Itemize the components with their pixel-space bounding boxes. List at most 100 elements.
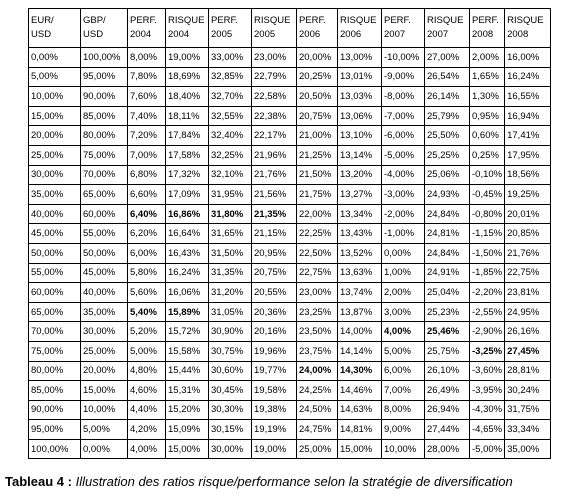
table-cell: 13,10% — [337, 125, 382, 146]
table-cell: 5,60% — [127, 282, 166, 303]
table-cell: 85,00% — [28, 380, 81, 401]
table-cell: 26,14% — [424, 86, 470, 107]
header-cell: GBP/USD — [80, 8, 128, 48]
table-cell: 22,75% — [504, 262, 552, 284]
table-cell: 33,34% — [504, 419, 552, 440]
table-cell: 24,93% — [424, 184, 470, 205]
table-cell: 10,00% — [28, 86, 81, 107]
header-text: 2007 — [384, 29, 406, 40]
table-cell: 32,40% — [208, 125, 252, 146]
table-cell: 1,00% — [381, 262, 425, 284]
table-cell: 6,40% — [127, 203, 166, 225]
header-cell: RISQUE 2005 — [251, 8, 297, 48]
table-cell: 5,00% — [381, 340, 425, 362]
table-cell: 100,00% — [28, 438, 81, 460]
header-text: RISQUE — [427, 15, 464, 26]
table-row: 65,00% 35,00% 5,40% 15,89% 31,05% 20,36% 23,25… — [28, 301, 552, 323]
table-cell: 16,00% — [504, 47, 552, 68]
table-cell: 22,25% — [296, 223, 338, 244]
header-cell: PERF. 2004 — [127, 8, 166, 48]
header-text: 2007 — [427, 29, 449, 40]
table-cell: 15,20% — [165, 399, 209, 421]
table-cell: 30,00% — [208, 438, 252, 460]
table-cell: 20,16% — [251, 321, 297, 342]
table-cell: 27,00% — [424, 47, 470, 68]
table-cell: -0,45% — [468, 184, 506, 205]
table-cell: -9,00% — [381, 66, 425, 88]
table-cell: -8,00% — [381, 86, 425, 107]
table-cell: 25,04% — [424, 282, 470, 303]
table-cell: 21,00% — [296, 125, 338, 146]
table-cell: 24,75% — [296, 419, 338, 440]
table-cell: 13,01% — [337, 66, 382, 88]
table-cell: 13,34% — [337, 203, 382, 225]
table-cell: 13,52% — [337, 242, 382, 264]
table-cell: 20,36% — [251, 301, 297, 323]
table-cell: -3,25% — [468, 340, 506, 362]
table-cell: 13,27% — [337, 184, 382, 205]
table-cell: 5,80% — [127, 262, 166, 284]
table-cell: 21,75% — [296, 184, 338, 205]
table-cell: 25,00% — [28, 144, 81, 166]
table-cell: 2,00% — [381, 282, 425, 303]
table-cell: 20,50% — [296, 86, 338, 107]
table-cell: 95,00% — [80, 66, 128, 88]
table-cell: 24,81% — [424, 223, 470, 244]
table-cell: 23,00% — [296, 282, 338, 303]
table-row: 85,00% 15,00% 4,60% 15,31% 30,45% 19,58% 24,25… — [28, 380, 552, 401]
header-cell: RISQUE 2004 — [165, 8, 209, 48]
table-cell: 4,20% — [127, 419, 166, 440]
header-cell: RISQUE 2006 — [337, 8, 382, 48]
table-cell: 25,79% — [424, 105, 470, 127]
table-cell: 5,40% — [127, 301, 166, 323]
table-cell: 22,75% — [296, 262, 338, 284]
table-cell: 15,00% — [337, 438, 382, 460]
table-cell: 10,00% — [80, 399, 128, 421]
table-row: 40,00% 60,00% 6,40% 16,86% 31,80% 21,35% 22,00… — [28, 203, 552, 225]
header-text: GBP/ — [83, 15, 106, 26]
header-cell: EUR/USD — [28, 8, 81, 48]
table-cell: 6,20% — [127, 223, 166, 244]
header-cell: PERF. 2006 — [296, 8, 338, 48]
table-cell: 30,30% — [208, 399, 252, 421]
table-cell: 4,60% — [127, 380, 166, 401]
table-cell: 75,00% — [28, 340, 81, 362]
header-text: USD — [83, 29, 104, 40]
table-cell: 0,95% — [468, 105, 506, 127]
table-cell: 14,46% — [337, 380, 382, 401]
table-cell: 7,80% — [127, 66, 166, 88]
table-cell: 1,65% — [468, 66, 506, 88]
table-cell: 5,00% — [127, 340, 166, 362]
table-cell: 60,00% — [80, 203, 128, 225]
table-cell: -4,30% — [468, 399, 506, 421]
table-cell: 24,84% — [424, 203, 470, 225]
table-cell: 25,00% — [296, 438, 338, 460]
table-cell: 19,19% — [251, 419, 297, 440]
table-cell: 3,00% — [381, 301, 425, 323]
table-cell: 24,84% — [424, 242, 470, 264]
table-cell: -7,00% — [381, 105, 425, 127]
table-cell: 8,00% — [381, 399, 425, 421]
table-cell: 16,64% — [165, 223, 209, 244]
table-cell: 24,95% — [504, 301, 552, 323]
table-cell: 4,80% — [127, 360, 166, 382]
table-cell: 23,50% — [296, 321, 338, 342]
table-cell: 28,81% — [504, 360, 552, 382]
table-cell: 65,00% — [28, 301, 81, 323]
table-row: 10,00% 90,00% 7,60% 18,40% 32,70% 22,58% 20,50… — [28, 86, 552, 107]
table-cell: 5,00% — [28, 66, 81, 88]
table-cell: 55,00% — [28, 262, 81, 284]
header-text: 2006 — [299, 29, 321, 40]
table-cell: 19,38% — [251, 399, 297, 421]
header-text: RISQUE — [168, 15, 205, 26]
table-cell: 80,00% — [80, 125, 128, 146]
table-cell: 18,69% — [165, 66, 209, 88]
table-row: 95,00% 5,00% 4,20% 15,09% 30,15% 19,19% 24,75%… — [28, 419, 552, 440]
header-text: 2005 — [254, 29, 276, 40]
header-text: 2008 — [507, 29, 529, 40]
table-cell: 0,00% — [28, 47, 81, 68]
table-cell: 16,94% — [504, 105, 552, 127]
table-cell: 31,75% — [504, 399, 552, 421]
header-text: 2008 — [472, 29, 494, 40]
table-cell: -5,00% — [468, 438, 506, 460]
